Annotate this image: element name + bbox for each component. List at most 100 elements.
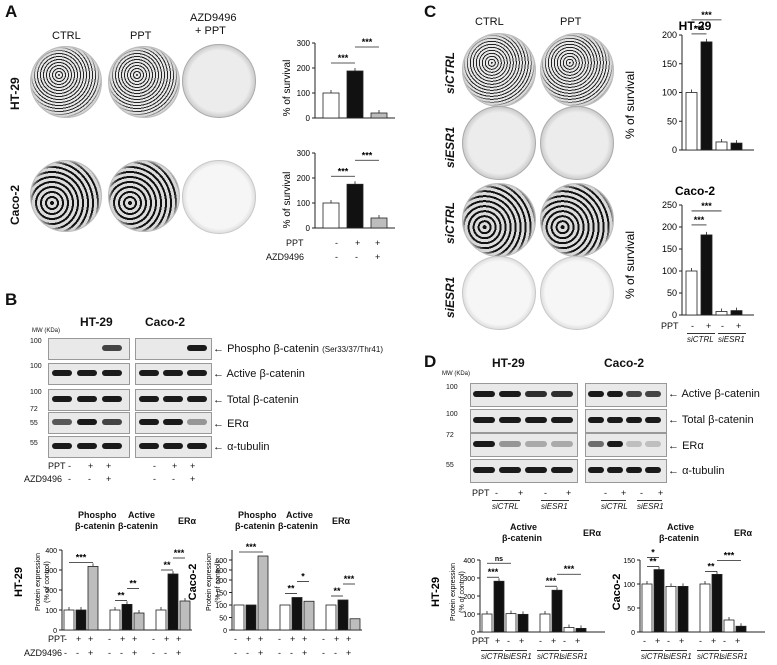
b-chart-azd-sign: - (234, 648, 237, 658)
b-grp-phospho-1: Phospho (78, 510, 117, 520)
y-tick-label: 0 (471, 630, 475, 637)
y-tick-label: 50 (667, 288, 677, 298)
bar (337, 599, 349, 631)
b-ppt-sign: + (172, 461, 178, 471)
y-tick-label: 100 (297, 89, 311, 98)
blot-band (187, 419, 207, 425)
bar (291, 597, 303, 631)
bar (677, 586, 689, 633)
b-grp-phospho-2: β-catenin (75, 521, 115, 531)
blot-band (626, 417, 642, 423)
blot-band (52, 443, 72, 449)
d-group-label: siCTRL (601, 502, 628, 511)
d-chart-group-line (721, 650, 743, 651)
b1-ylabel-1: Protein expression (35, 553, 42, 611)
blot-band (52, 370, 72, 376)
bar (370, 217, 388, 229)
d-chart-group-label: siCTRL (641, 652, 668, 661)
blot-band (102, 345, 122, 351)
b-chart-azd-sign: - (76, 648, 79, 658)
significance-label: *** (362, 37, 373, 47)
b-azd-sign: - (88, 474, 91, 484)
bar (551, 589, 563, 633)
d-chart-group-label: siCTRL (697, 652, 724, 661)
c-dish-caco2-siesr1-ctrl (462, 256, 536, 330)
y-tick-label: 0 (631, 630, 635, 637)
d-chart-ppt-sign: - (723, 636, 726, 646)
bar (322, 92, 340, 119)
d-chart-group-label: siESR1 (561, 652, 588, 661)
c-ylabel-1: % of survival (623, 71, 637, 139)
panel-letter-c: C (424, 2, 437, 21)
b-chart-azd-sign: - (152, 648, 155, 658)
b-chart-azd-label: AZD9496 (24, 648, 63, 658)
b2-grp-active-1: Active (286, 510, 314, 520)
bar (730, 142, 743, 151)
significance-label: *** (246, 542, 257, 552)
y-tick-label: 200 (215, 578, 227, 585)
bar (665, 586, 677, 633)
c-group-siesr1: siESR1 (718, 335, 745, 344)
b-chart-ppt-sign: + (346, 634, 352, 644)
d-chart-ppt-sign: + (575, 636, 581, 646)
b-ppt-sign: + (190, 461, 196, 471)
d-chart-ppt-sign: + (495, 636, 501, 646)
significance-label: ** (163, 560, 171, 570)
bar (325, 604, 337, 631)
d-chart-ppt-sign: + (679, 636, 685, 646)
d-group-line (637, 500, 662, 501)
blot-band (607, 467, 623, 473)
b-ppt-sign: + (106, 461, 112, 471)
a-ppt-1: - (335, 238, 338, 248)
significance-label: *** (694, 215, 705, 225)
blot-band (163, 443, 183, 449)
b-chart-ppt-sign: + (246, 634, 252, 644)
chart-c-survival: 0 50 100 150 200 *** *** 0 50 100 150 200 250 *** ***… (623, 10, 754, 320)
col-label-azd-ppt: + PPT (195, 25, 226, 37)
d-chart-group-line (505, 650, 527, 651)
bar (641, 583, 653, 633)
b2-ylabel-1: Protein expression (206, 553, 213, 611)
d-group-label: siESR1 (637, 502, 664, 511)
d-ppt-sign: + (518, 488, 524, 498)
d-mw-marker: 100 (446, 411, 458, 418)
blot-band (139, 396, 159, 402)
c-dish-ht29-sictrl-ctrl (462, 33, 536, 107)
d-chart-ppt-sign: - (563, 636, 566, 646)
y-tick-label: 0 (53, 628, 57, 635)
y-tick-label: 100 (215, 603, 227, 610)
b-chart-ppt-sign: + (176, 634, 182, 644)
bar (303, 600, 315, 631)
y-tick-label: 100 (623, 582, 635, 589)
significance-label: *** (724, 550, 735, 560)
b-chart-ppt-sign: + (164, 634, 170, 644)
b2-grp-active-2: β-catenin (278, 521, 318, 531)
blot-band (626, 391, 642, 397)
blot-band (187, 443, 207, 449)
significance-label: * (651, 548, 655, 558)
a-azd-3: + (375, 252, 381, 262)
d-ppt-sign: - (544, 488, 547, 498)
b-mw-marker: 72 (30, 406, 38, 413)
c-row-siesr1-2: siESR1 (443, 276, 457, 318)
b-chart-azd-sign: + (346, 648, 352, 658)
b-grp-active-1: Active (128, 510, 156, 520)
blot-band (525, 441, 547, 447)
blot-band (525, 391, 547, 397)
y-tick-label: 200 (45, 588, 57, 595)
blot-band (525, 467, 547, 473)
b-chart-ppt-sign: + (290, 634, 296, 644)
b-chart-azd-sign: - (246, 648, 249, 658)
arrow-left-icon: ← (668, 414, 679, 426)
blot-band (139, 370, 159, 376)
y-tick-label: 150 (662, 244, 677, 254)
blot-band (499, 391, 521, 397)
b-chart-azd-sign: - (322, 648, 325, 658)
bar (735, 625, 747, 633)
d-chart-group-label: siESR1 (505, 652, 532, 661)
d-chart-group-line (665, 650, 687, 651)
significance-label: ** (287, 584, 295, 594)
blot-band (139, 419, 159, 425)
dish-ht29-ctrl (30, 46, 102, 118)
